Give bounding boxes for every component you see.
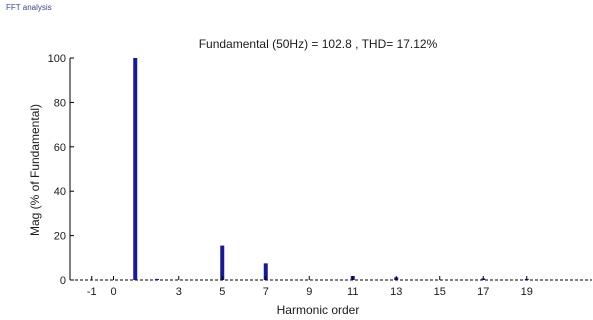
x-tick-label: 9 — [306, 286, 312, 298]
y-tick-label: 0 — [60, 275, 66, 287]
axes — [69, 58, 592, 281]
x-tick-label: 13 — [390, 286, 402, 298]
window-title: FFT analysis — [6, 3, 52, 12]
bar-harmonic-7 — [263, 263, 268, 280]
bar-harmonic-5 — [220, 245, 225, 280]
x-tick-label: -1 — [87, 286, 97, 298]
y-tick-label: 60 — [54, 142, 66, 154]
chart-title: Fundamental (50Hz) = 102.8 , THD= 17.12% — [199, 37, 438, 51]
x-tick-label: 7 — [263, 286, 269, 298]
bar-harmonic-1 — [133, 58, 138, 280]
x-tick-label: 15 — [434, 286, 446, 298]
x-tick-label: 0 — [110, 286, 116, 298]
y-tick-label: 80 — [54, 97, 66, 109]
x-tick-label: 5 — [219, 286, 225, 298]
x-ticks: -1 0 3 5 7 9 11 13 15 17 19 — [87, 276, 533, 298]
y-tick-label: 100 — [48, 53, 66, 65]
y-tick-label: 40 — [54, 186, 66, 198]
y-ticks: 0 20 40 60 80 100 — [48, 53, 74, 287]
x-tick-label: 3 — [176, 286, 182, 298]
y-axis-label: Mag (% of Fundamental) — [28, 104, 42, 236]
bar-harmonic-2 — [155, 278, 159, 280]
x-tick-label: 11 — [347, 286, 358, 298]
x-axis-label: Harmonic order — [277, 303, 360, 317]
y-tick-label: 20 — [54, 231, 66, 243]
bars — [133, 58, 529, 280]
x-tick-label: 19 — [521, 286, 533, 298]
x-tick-label: 17 — [477, 286, 489, 298]
